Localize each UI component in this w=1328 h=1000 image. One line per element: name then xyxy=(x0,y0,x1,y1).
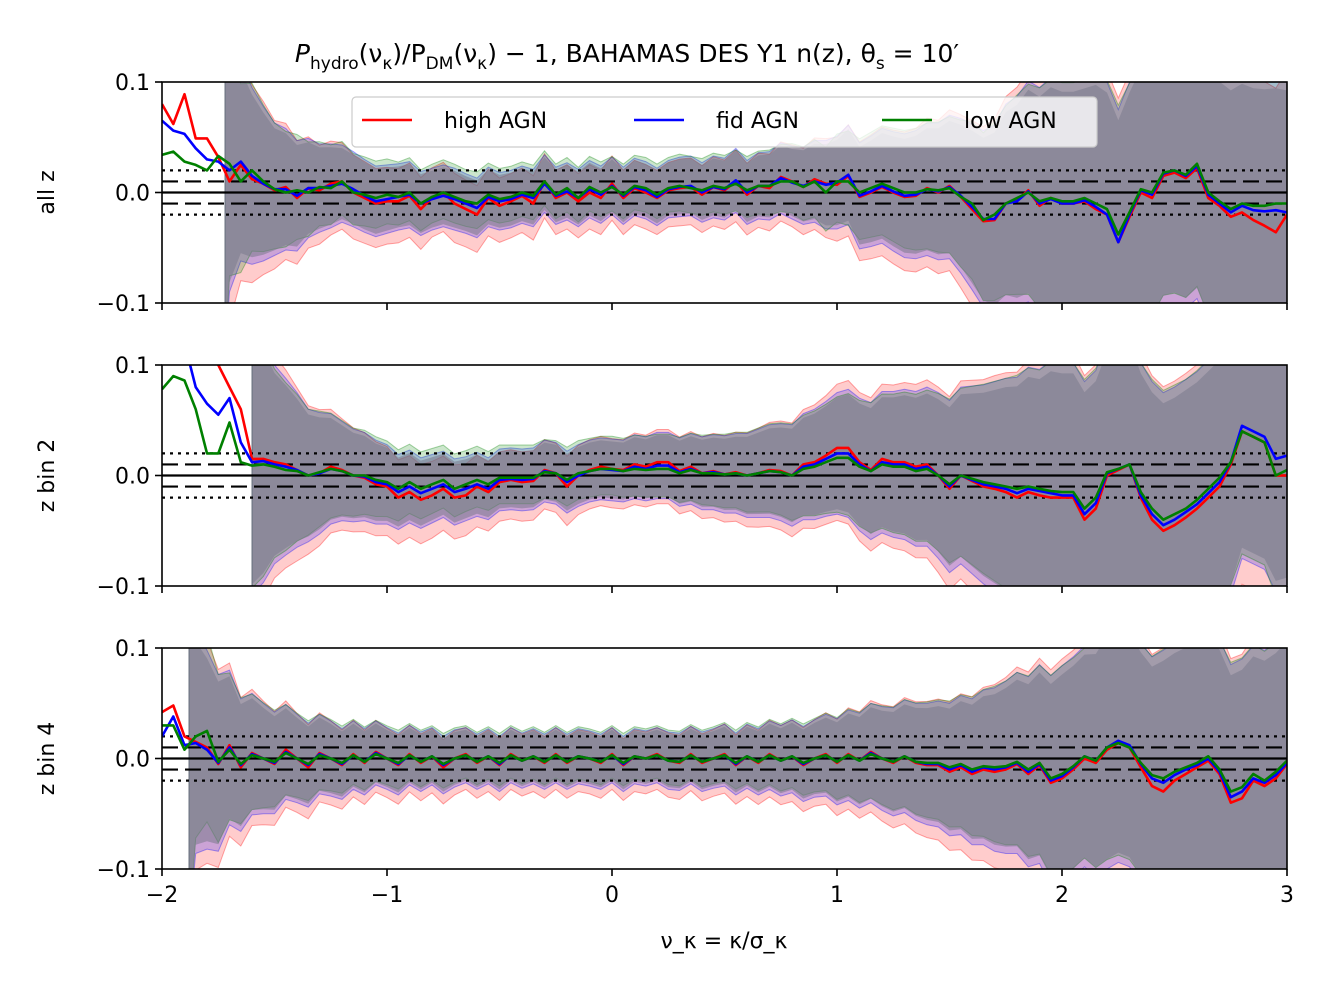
y-tick-label: 0.1 xyxy=(115,71,150,96)
x-tick-label: 3 xyxy=(1280,883,1294,908)
panel-y-label: z bin 2 xyxy=(35,439,60,513)
y-tick-label: 0.1 xyxy=(115,354,150,379)
y-tick-label: −0.1 xyxy=(97,858,150,883)
y-tick-label: 0.1 xyxy=(115,637,150,662)
panel-plot-area xyxy=(162,365,1287,586)
x-tick-label: 0 xyxy=(605,883,619,908)
legend-label-high: high AGN xyxy=(444,109,547,134)
x-tick-label: 1 xyxy=(830,883,844,908)
chart-title: Phydro(νκ)/PDM(νκ) − 1, BAHAMAS DES Y1 n… xyxy=(295,39,959,74)
x-axis-label: ν_κ = κ/σ_κ xyxy=(661,929,788,954)
y-tick-label: −0.1 xyxy=(97,575,150,600)
x-tick-label: −1 xyxy=(371,883,403,908)
y-tick-label: 0.0 xyxy=(115,748,150,773)
x-tick-label: 2 xyxy=(1055,883,1069,908)
legend-frame xyxy=(351,96,1098,148)
series-line-low xyxy=(162,150,1287,236)
legend: high AGN fid AGN low AGN xyxy=(351,96,1098,148)
x-tick-label: −2 xyxy=(146,883,178,908)
legend-label-low: low AGN xyxy=(964,109,1057,134)
panel-2: 0.1 0.0 −0.1 z bin 2 xyxy=(35,354,1288,600)
panel-y-label: z bin 4 xyxy=(35,722,60,796)
y-tick-label: 0.0 xyxy=(115,182,150,207)
panel-plot-area xyxy=(162,648,1287,869)
series-line-low xyxy=(162,374,1287,522)
series-line-low xyxy=(162,724,1287,793)
y-tick-label: −0.1 xyxy=(97,292,150,317)
legend-label-fid: fid AGN xyxy=(716,109,799,134)
y-tick-label: 0.0 xyxy=(115,465,150,490)
panel-3: 0.1 0.0 −0.1−2 −1 0 1 2 3 z bin 4 xyxy=(35,637,1294,908)
panel-y-label: all z xyxy=(35,170,60,214)
